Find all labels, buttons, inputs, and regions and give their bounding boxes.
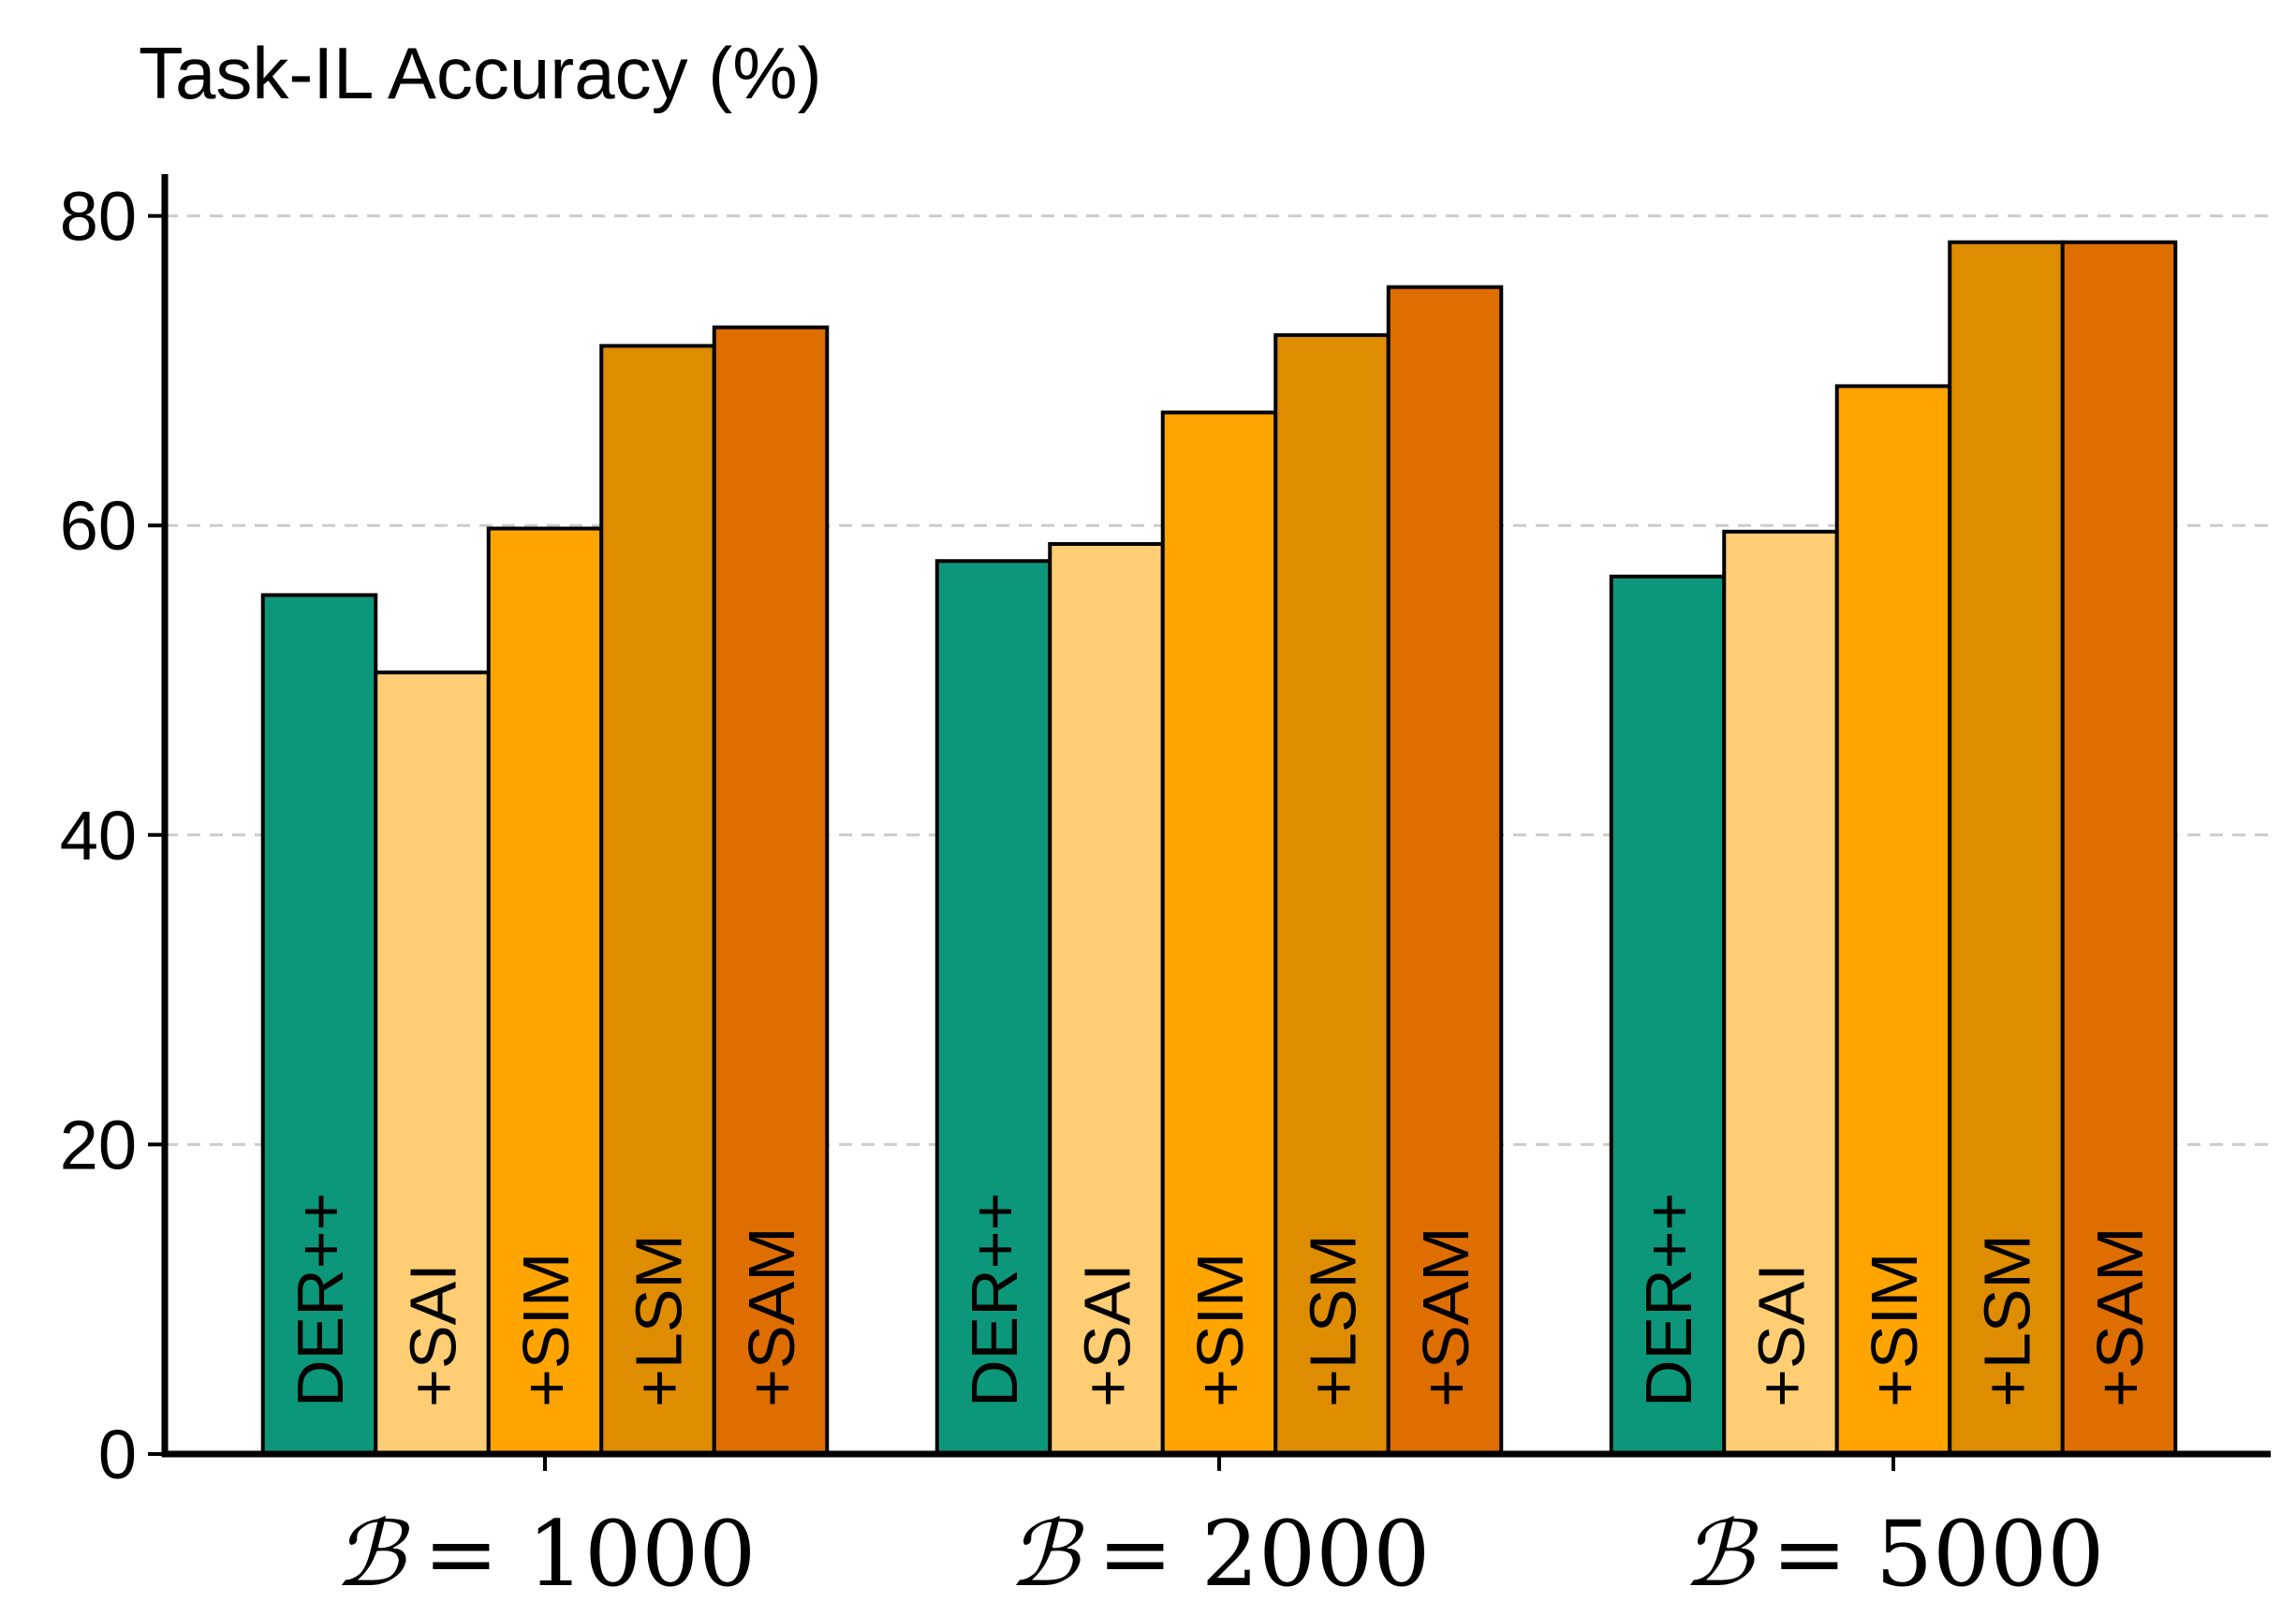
bar-plussai-group-2 <box>1048 542 1165 1456</box>
chart-title: Task-IL Accuracy (%) <box>139 32 822 114</box>
bar-label: DER++ <box>284 1192 357 1407</box>
bar-label: +SIM <box>509 1253 582 1407</box>
bar-plussam-group-3 <box>2060 240 2178 1456</box>
bar-label: +SAI <box>1071 1263 1144 1407</box>
x-tick-label: ℬ = 5000 <box>1683 1502 2105 1607</box>
bar-label: +SAI <box>1745 1263 1818 1407</box>
x-tick-label: ℬ = 2000 <box>1008 1502 1431 1607</box>
y-tick-label: 0 <box>98 1416 137 1493</box>
bar-label: +LSM <box>1297 1234 1370 1407</box>
buffer-symbol: ℬ <box>1008 1502 1085 1607</box>
bar-pluslsm-group-2 <box>1273 332 1391 1457</box>
bar-pluslsm-group-3 <box>1948 240 2065 1456</box>
y-tick-label: 60 <box>60 487 137 565</box>
y-tick-label: 20 <box>60 1106 137 1183</box>
buffer-size-label: = 2000 <box>1097 1502 1430 1607</box>
bar-label: DER++ <box>958 1192 1031 1407</box>
bar-derplusplus-group-3 <box>1609 574 1727 1456</box>
bar-label: +SAI <box>397 1263 470 1407</box>
bar-label: +SIM <box>1184 1253 1257 1407</box>
bar-plussai-group-1 <box>374 670 491 1456</box>
bar-derplusplus-group-2 <box>935 559 1052 1456</box>
buffer-symbol: ℬ <box>1683 1502 1759 1607</box>
bar-label: DER++ <box>1632 1192 1705 1407</box>
bar-label: +LSM <box>623 1234 696 1407</box>
y-tick-label: 80 <box>60 178 137 256</box>
buffer-size-label: = 1000 <box>423 1502 756 1607</box>
x-tick-label: ℬ = 1000 <box>334 1502 757 1607</box>
y-tick-label: 40 <box>60 797 137 874</box>
bar-plussam-group-2 <box>1386 285 1504 1457</box>
bar-label: +SAM <box>735 1227 808 1407</box>
buffer-symbol: ℬ <box>334 1502 411 1607</box>
bar-pluslsm-group-1 <box>599 344 716 1456</box>
bar-label: +SAM <box>1409 1227 1482 1407</box>
bar-label: +LSM <box>1971 1234 2044 1407</box>
bar-label: +SIM <box>1858 1253 1931 1407</box>
bar-labels: DER++ +SAI +SIM +LSM +SAM DER++ +SAI +SIM +LSM +S… <box>284 1192 2156 1407</box>
buffer-size-label: = 5000 <box>1772 1502 2104 1607</box>
bar-label: +SAM <box>2083 1227 2156 1407</box>
bar-plussim-group-2 <box>1160 410 1278 1456</box>
bar-plussai-group-3 <box>1722 529 1839 1456</box>
